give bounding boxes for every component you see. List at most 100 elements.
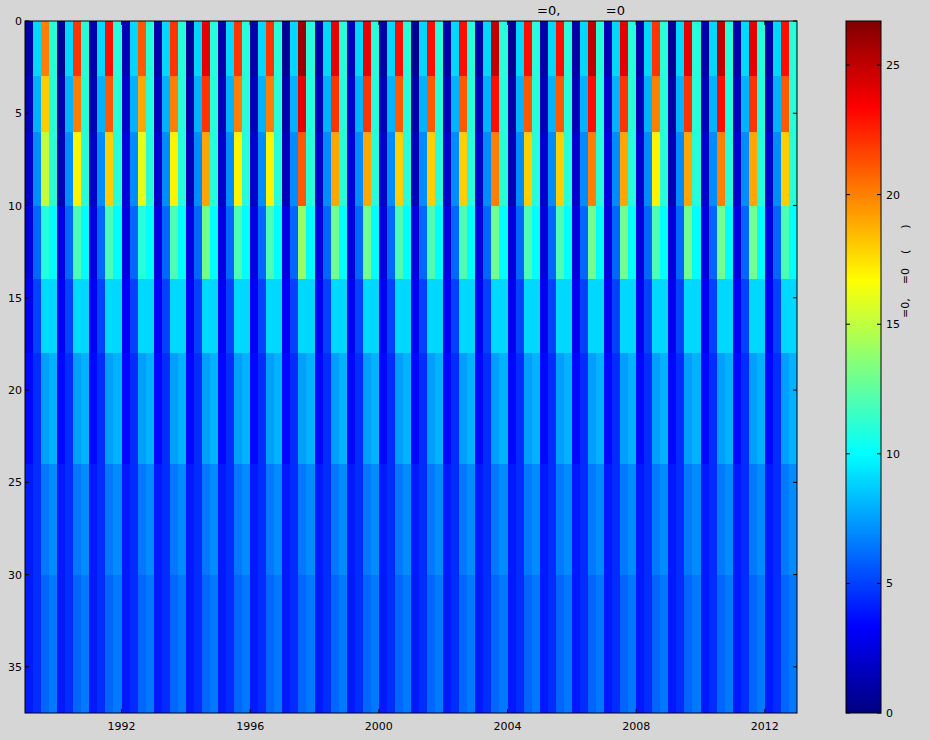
cell: [540, 76, 549, 132]
cell: [419, 353, 428, 464]
cell: [524, 575, 533, 713]
cell: [41, 353, 50, 464]
cell: [226, 132, 235, 206]
cell: [57, 353, 66, 464]
cell: [194, 279, 203, 353]
cell: [540, 464, 549, 575]
cell: [532, 575, 541, 713]
cell: [331, 464, 340, 575]
cell: [379, 575, 388, 713]
cell: [154, 206, 163, 280]
cell: [250, 464, 259, 575]
cell: [250, 76, 259, 132]
cells: [25, 21, 797, 713]
cell: [612, 353, 621, 464]
colorbar-tick: [877, 583, 881, 584]
cell: [146, 279, 155, 353]
cell: [258, 353, 267, 464]
cell: [355, 76, 364, 132]
colorbar-tick-label: 15: [886, 318, 900, 331]
cell: [499, 279, 508, 353]
cell: [226, 575, 235, 713]
cell: [419, 206, 428, 280]
cell: [789, 279, 797, 353]
cell: [113, 353, 122, 464]
cell: [516, 279, 525, 353]
cell: [170, 76, 179, 132]
cell: [516, 575, 525, 713]
y-tick-label: 0: [15, 15, 22, 28]
cell: [379, 279, 388, 353]
cell: [540, 21, 549, 77]
cell: [339, 353, 348, 464]
cell: [234, 353, 243, 464]
cell: [105, 76, 114, 132]
cell: [130, 21, 139, 77]
cell: [194, 464, 203, 575]
cell: [274, 575, 283, 713]
cell: [757, 206, 766, 280]
cell: [266, 464, 275, 575]
colorbar-tick-label: 25: [886, 59, 900, 72]
cell: [604, 575, 613, 713]
cell: [186, 464, 195, 575]
cell: [491, 132, 500, 206]
y-tick: [793, 21, 797, 22]
cell: [395, 206, 404, 280]
cell: [427, 353, 436, 464]
y-tick: [25, 482, 29, 483]
cell: [741, 575, 750, 713]
cell: [684, 206, 693, 280]
cell: [395, 279, 404, 353]
cell: [749, 206, 758, 280]
colorbar-tick: [877, 194, 881, 195]
colorbar-tick: [846, 324, 850, 325]
cell: [467, 76, 476, 132]
cell: [371, 464, 380, 575]
cell: [331, 575, 340, 713]
cell: [741, 21, 750, 77]
cell: [97, 279, 106, 353]
cell: [459, 132, 468, 206]
cell: [717, 21, 726, 77]
cell: [644, 575, 653, 713]
cell: [701, 132, 710, 206]
cell: [290, 353, 299, 464]
cell: [138, 464, 147, 575]
cell: [178, 353, 187, 464]
colorbar-tick: [877, 713, 881, 714]
cell: [588, 353, 597, 464]
cell: [315, 464, 324, 575]
cell: [323, 464, 332, 575]
cell: [178, 132, 187, 206]
cell: [105, 575, 114, 713]
chart: 19921996200020042008201205101520253035=0…: [0, 0, 930, 740]
cell: [194, 353, 203, 464]
cell: [516, 464, 525, 575]
cell: [57, 76, 66, 132]
cell: [290, 575, 299, 713]
cell: [65, 353, 74, 464]
cell: [347, 464, 356, 575]
cell: [475, 132, 484, 206]
cell: [701, 279, 710, 353]
cell: [540, 279, 549, 353]
x-tick-label: 2004: [494, 720, 522, 733]
cell: [757, 575, 766, 713]
cell: [733, 206, 742, 280]
cell: [508, 76, 517, 132]
cell: [508, 279, 517, 353]
cell: [427, 21, 436, 77]
cell: [146, 21, 155, 77]
y-tick-label: 35: [8, 661, 22, 674]
cell: [73, 206, 82, 280]
cell: [113, 464, 122, 575]
cell: [491, 353, 500, 464]
cell: [403, 464, 412, 575]
cell: [548, 464, 557, 575]
x-tick: [507, 21, 508, 25]
cell: [290, 464, 299, 575]
cell: [210, 279, 219, 353]
cell: [282, 464, 291, 575]
cell: [701, 464, 710, 575]
